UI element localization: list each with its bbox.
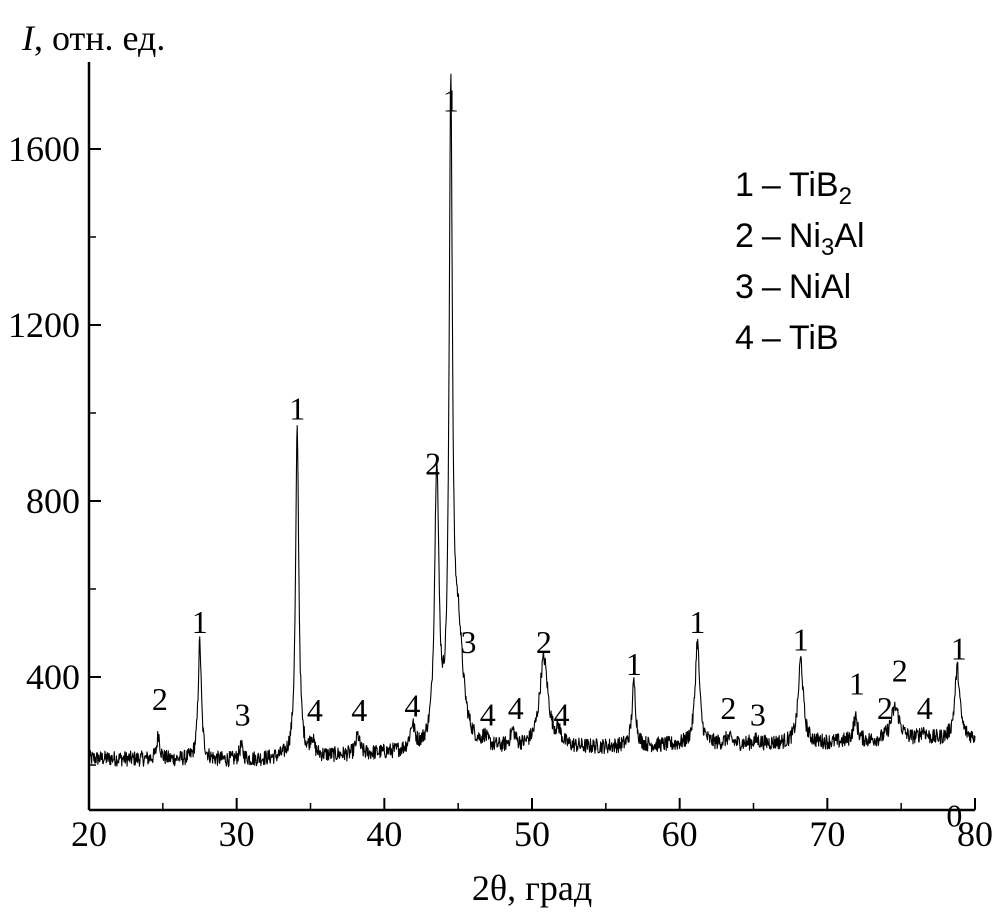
peak-label: 4 [480, 696, 496, 732]
peak-label: 3 [750, 696, 766, 732]
legend-entry-2: 2– Ni3Al [735, 217, 865, 261]
xrd-pattern-line [88, 73, 976, 768]
y-axis-title: I, отн. ед. [21, 18, 165, 58]
legend-entry-4: 4– TiB [735, 319, 839, 357]
peak-label: 1 [689, 604, 705, 640]
peak-label: 4 [508, 690, 524, 726]
y-tick-label: 1200 [8, 305, 80, 345]
x-axis-title: 2θ, град [472, 868, 592, 908]
legend-entry-1: 1– TiB2 [735, 166, 852, 210]
legend-formula: TiB [789, 319, 839, 357]
x-tick-label: 60 [662, 814, 698, 854]
peak-label: 0 [946, 798, 962, 834]
legend-formula-tail: Al [834, 217, 864, 255]
peak-label: 4 [554, 696, 570, 732]
peak-label: 2 [536, 624, 552, 660]
x-tick-label: 80 [957, 814, 993, 854]
legend-number: 4 [735, 319, 754, 357]
legend-subscript: 2 [839, 183, 852, 210]
peak-label: 2 [152, 681, 168, 717]
legend-number: 1 [735, 166, 754, 204]
peak-label: 1 [192, 604, 208, 640]
x-tick-label: 30 [219, 814, 255, 854]
y-axis-title-symbol: I [21, 18, 36, 58]
peak-label: 3 [461, 624, 477, 660]
peak-label: 2 [720, 690, 736, 726]
legend-formula: TiB [789, 166, 839, 204]
peak-label: 1 [951, 630, 967, 666]
legend-number: 2 [735, 217, 754, 255]
y-tick-label: 800 [26, 481, 80, 521]
peak-label: 1 [626, 646, 642, 682]
x-tick-label: 40 [366, 814, 402, 854]
legend-dash: – [762, 268, 781, 306]
legend-subscript: 3 [821, 234, 834, 261]
peak-label: 4 [404, 688, 420, 724]
legend-dash: – [762, 319, 781, 357]
peak-label: 4 [351, 692, 367, 728]
peak-label: 2 [425, 446, 441, 482]
peak-label: 1 [849, 666, 865, 702]
peak-label: 3 [235, 696, 251, 732]
peak-label: 1 [793, 622, 809, 658]
legend-formula: Ni [789, 217, 821, 255]
y-tick-label: 1600 [8, 129, 80, 169]
peak-label: 4 [307, 692, 323, 728]
y-tick-label: 400 [26, 657, 80, 697]
x-tick-label: 50 [514, 814, 550, 854]
peak-label: 2 [877, 690, 893, 726]
x-tick-label: 70 [809, 814, 845, 854]
legend-number: 3 [735, 268, 754, 306]
peak-label: 1 [443, 83, 459, 119]
legend-formula: NiAl [789, 268, 851, 306]
peak-label: 4 [917, 690, 933, 726]
peak-label: 2 [892, 652, 908, 688]
y-axis-title-units: , отн. ед. [34, 18, 165, 58]
legend-dash: – [762, 217, 781, 255]
legend-entry-3: 3– NiAl [735, 268, 851, 306]
legend-dash: – [762, 166, 781, 204]
peak-label: 1 [289, 391, 305, 427]
x-tick-label: 20 [71, 814, 107, 854]
